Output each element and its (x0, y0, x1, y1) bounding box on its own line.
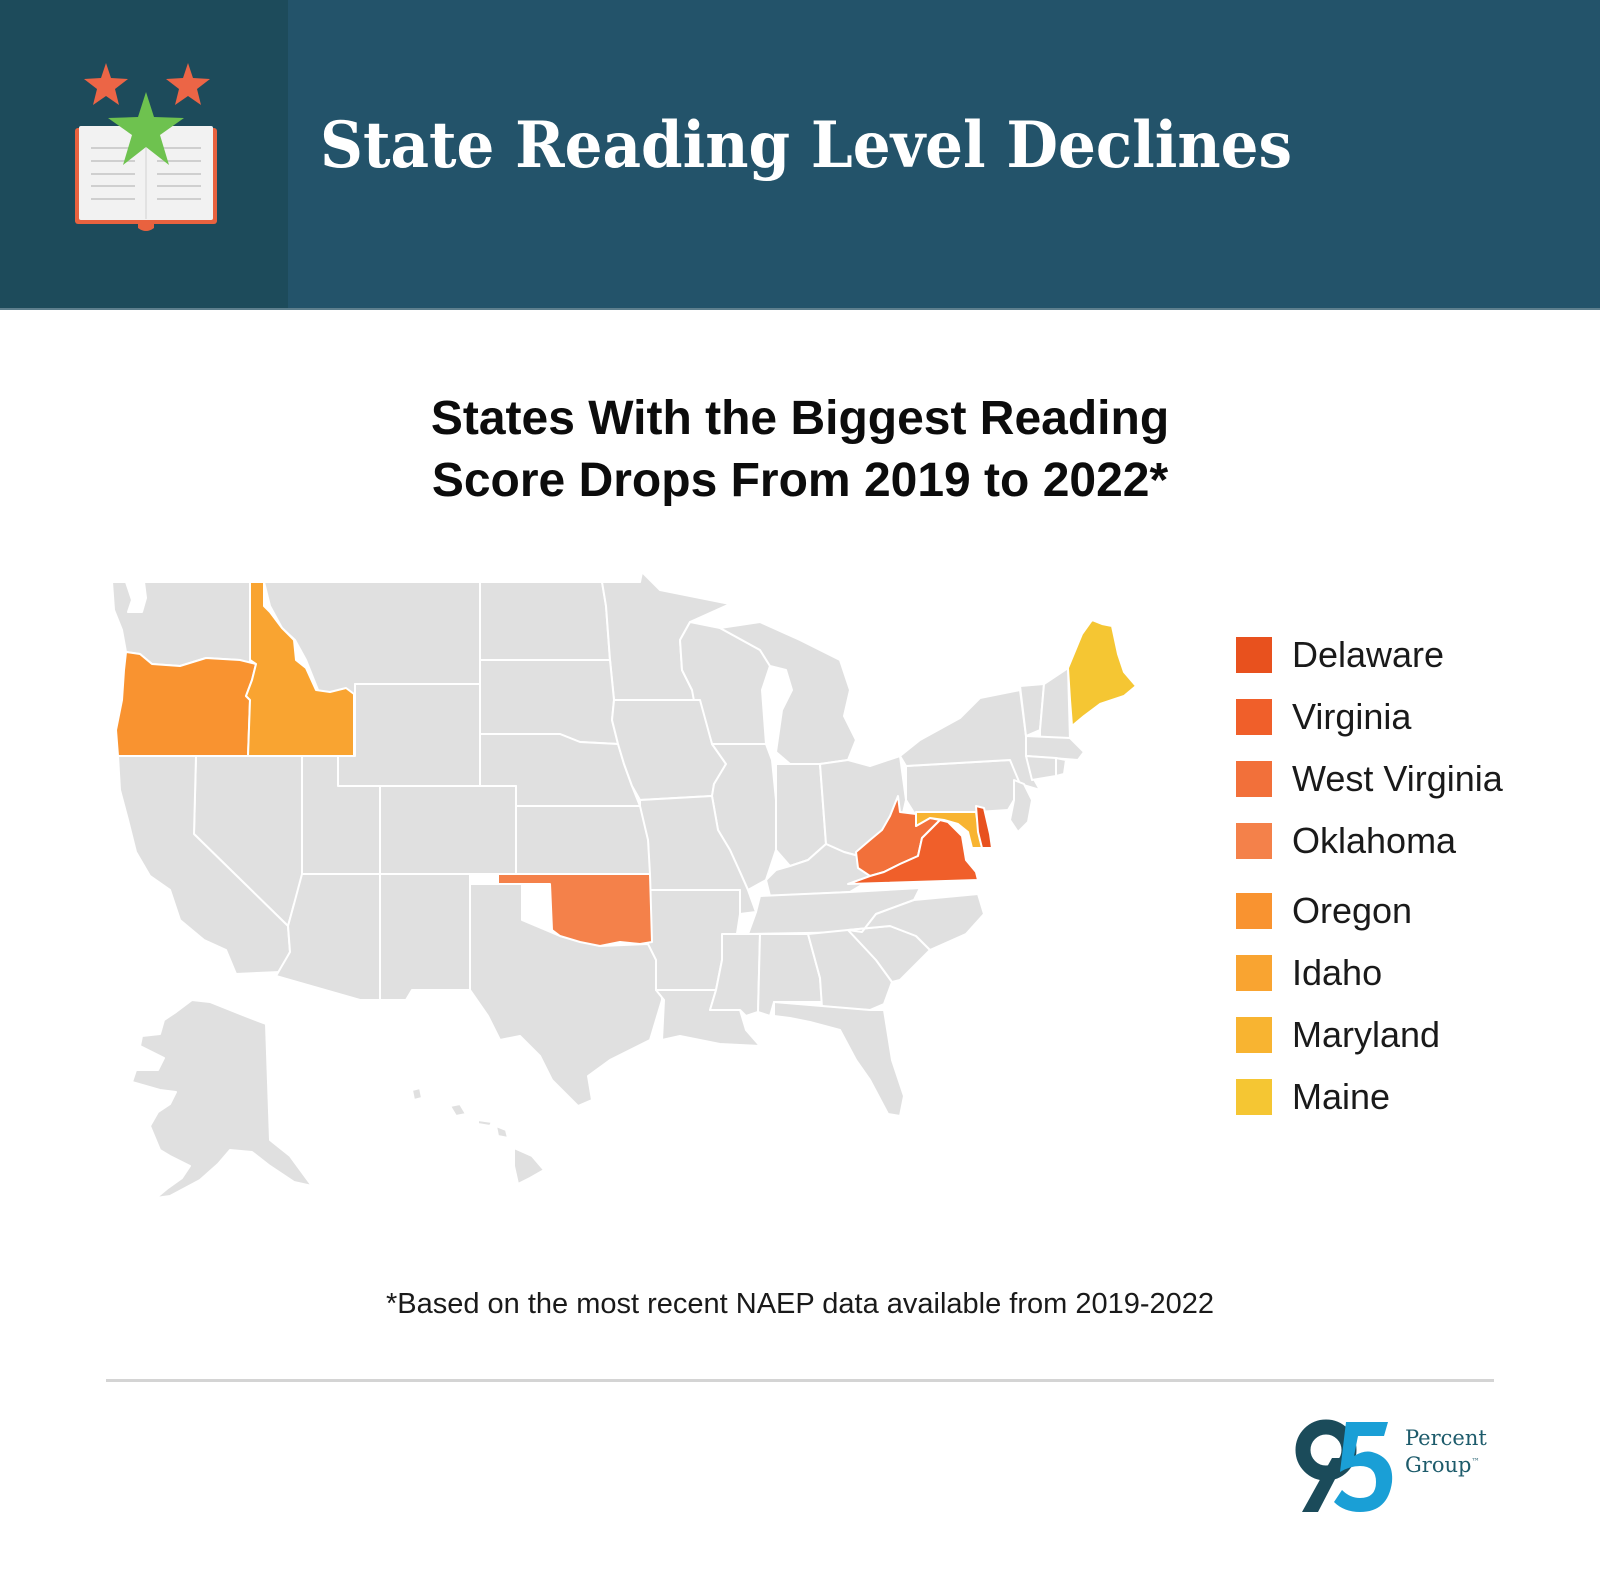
legend-label: Oregon (1292, 890, 1413, 931)
state-pennsylvania (905, 759, 1023, 817)
page-title: State Reading Level Declines (320, 108, 1292, 183)
map-title: States With the Biggest Reading Score Dr… (0, 388, 1600, 512)
state-maine (1067, 619, 1137, 727)
state-north-dakota (479, 581, 611, 661)
legend-item-oklahoma: Oklahoma (1236, 820, 1456, 862)
state-oregon (115, 651, 257, 757)
legend-swatch (1236, 1017, 1272, 1053)
state-connecticut (1025, 755, 1057, 781)
legend-swatch (1236, 955, 1272, 991)
state-new-mexico (379, 873, 471, 1001)
state-new-jersey (1009, 779, 1033, 833)
state-delaware (975, 805, 993, 849)
state-rhode-island (1055, 757, 1067, 777)
trademark-symbol: ™ (1471, 1457, 1480, 1466)
legend-label: West Virginia (1292, 758, 1503, 799)
legend-item-maryland: Maryland (1236, 1014, 1440, 1056)
logo-text: Percent Group™ (1405, 1426, 1487, 1477)
state-kansas (515, 805, 651, 875)
logo-text-group: Group (1405, 1453, 1472, 1477)
header-icon-block (0, 0, 288, 310)
us-map (0, 540, 1200, 1240)
legend-item-maine: Maine (1236, 1076, 1390, 1118)
logo-text-line-2: Group™ (1405, 1450, 1487, 1477)
logo-95-mark (1295, 1419, 1393, 1512)
legend-swatch (1236, 761, 1272, 797)
legend-label: Maine (1292, 1076, 1391, 1117)
legend-item-idaho: Idaho (1236, 952, 1382, 994)
header-banner: State Reading Level Declines (0, 0, 1600, 310)
footnote: *Based on the most recent NAEP data avai… (385, 1288, 1215, 1320)
state-idaho (245, 581, 355, 757)
legend-label: Virginia (1292, 696, 1412, 737)
state-south-dakota (479, 659, 619, 745)
map-title-line-1: States With the Biggest Reading (430, 392, 1170, 445)
state-california (117, 755, 291, 975)
state-oklahoma (497, 873, 653, 947)
company-logo: Percent Group™ (1288, 1418, 1498, 1518)
legend-label: Maryland (1292, 1014, 1441, 1055)
state-florida (773, 1001, 905, 1117)
legend-label: Delaware (1292, 634, 1445, 675)
map-title-line-2: Score Drops From 2019 to 2022* (431, 454, 1169, 507)
state-alaska (131, 999, 313, 1199)
legend-item-oregon: Oregon (1236, 890, 1412, 932)
state-colorado (379, 785, 517, 875)
state-wyoming (337, 683, 481, 787)
book-with-stars-icon (75, 63, 217, 231)
legend-swatch (1236, 893, 1272, 929)
state-hawaii (411, 1087, 545, 1185)
legend-item-virginia: Virginia (1236, 696, 1411, 738)
us-map-svg (111, 571, 1137, 1199)
legend-swatch (1236, 699, 1272, 735)
state-new-hampshire (1039, 667, 1071, 741)
legend-swatch (1236, 823, 1272, 859)
logo-text-line-1: Percent (1405, 1426, 1487, 1450)
legend-item-west-virginia: West Virginia (1236, 758, 1503, 800)
state-massachusetts (1025, 735, 1085, 761)
legend-swatch (1236, 1079, 1272, 1115)
footer-divider (106, 1379, 1494, 1382)
legend-swatch (1236, 637, 1272, 673)
legend-label: Idaho (1292, 952, 1383, 993)
legend-label: Oklahoma (1292, 820, 1457, 861)
legend-item-delaware: Delaware (1236, 634, 1444, 676)
state-north-carolina (847, 893, 985, 951)
